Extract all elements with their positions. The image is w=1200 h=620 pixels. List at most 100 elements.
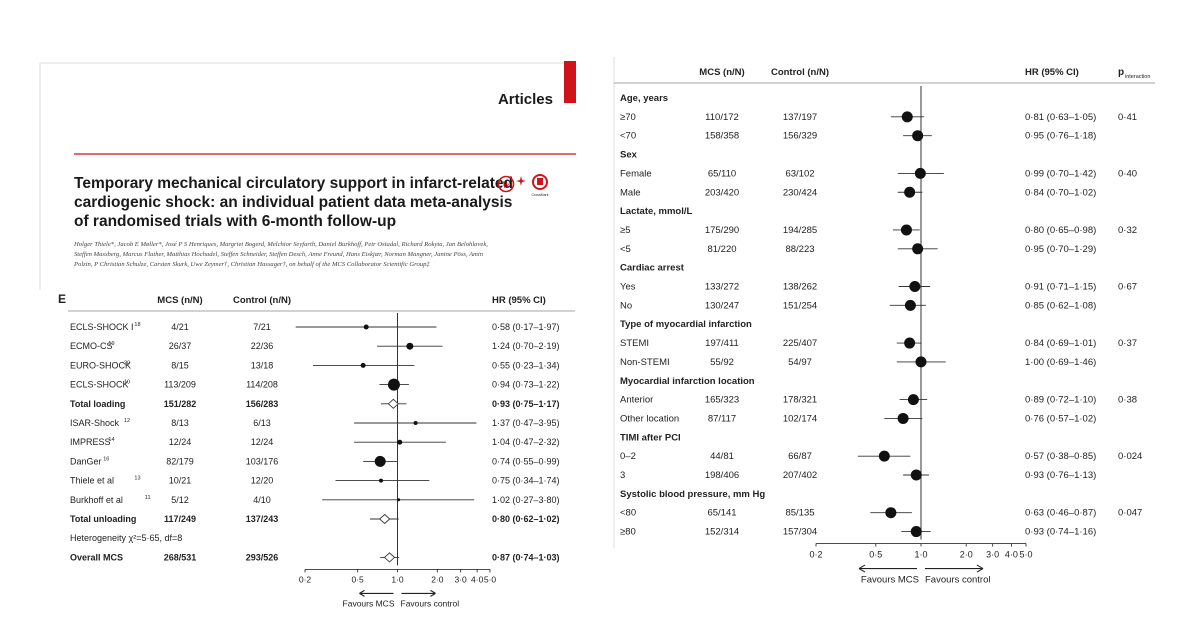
row-control: 178/321	[783, 395, 817, 406]
x-tick-label: 0·5	[869, 550, 882, 560]
row-mcs: 4/21	[171, 322, 189, 332]
row-hr: 0·74 (0·55–0·99)	[492, 456, 560, 466]
row-hr: 1·00 (0·69–1·46)	[1025, 357, 1096, 368]
x-tick-label: 2·0	[431, 574, 444, 584]
row-p-interaction: 0·32	[1118, 225, 1137, 236]
point-estimate	[397, 498, 401, 502]
row-mcs: 5/12	[171, 495, 189, 505]
accent-bar	[564, 61, 576, 103]
col-header-p-sub: interaction	[1125, 74, 1150, 80]
subgroup-header: Cardiac arrest	[620, 263, 685, 274]
row-label: Total unloading	[70, 514, 136, 524]
row-label: <5	[620, 244, 631, 255]
x-tick-label: 5·0	[1019, 550, 1032, 560]
favours-right: Favours control	[925, 575, 990, 586]
row-control: 4/10	[253, 495, 271, 505]
point-estimate	[910, 469, 922, 481]
row-label: Heterogeneity χ²=5·65, df=8	[70, 533, 182, 543]
svg-text:W: W	[502, 180, 511, 190]
x-tick-label: 5·0	[484, 574, 497, 584]
row-ref-sup: 19	[108, 341, 114, 347]
point-estimate	[387, 378, 400, 391]
row-mcs: 10/21	[169, 476, 192, 486]
row-hr: 0·93 (0·75–1·17)	[492, 399, 560, 409]
row-label: Thiele et al	[70, 476, 114, 486]
row-label: ≥5	[620, 225, 631, 236]
x-tick-label: 4·0	[471, 574, 484, 584]
subgroup-header: Lactate, mmol/L	[620, 206, 693, 217]
col-header-control: Control (n/N)	[233, 295, 291, 306]
x-tick-label: 0·5	[352, 574, 365, 584]
point-estimate	[360, 362, 366, 368]
row-mcs: 81/220	[707, 244, 736, 255]
forest-plot-e: E MCS (n/N) Control (n/N) HR (95% CI) ECLS-S…	[58, 292, 575, 608]
arrow-right	[401, 589, 436, 597]
sparkle-icon	[516, 176, 526, 186]
row-p-interaction: 0·41	[1118, 112, 1137, 123]
row-mcs: 133/272	[705, 282, 739, 293]
x-tick-label: 0·2	[299, 574, 312, 584]
point-estimate	[904, 299, 916, 311]
arrow-left	[858, 564, 917, 573]
pooled-diamond	[379, 513, 391, 525]
row-ref-sup: 20	[124, 360, 130, 366]
row-label: 3	[620, 470, 625, 481]
row-mcs: 65/141	[707, 508, 736, 519]
row-control: 88/223	[785, 244, 814, 255]
row-mcs: 198/406	[705, 470, 739, 481]
row-mcs: 130/247	[705, 300, 739, 311]
row-label: Other location	[620, 413, 679, 424]
row-label: ECLS-SHOCK I	[70, 322, 134, 332]
row-mcs: 152/314	[705, 527, 739, 538]
row-control: 138/262	[783, 282, 817, 293]
row-mcs: 65/110	[708, 168, 736, 179]
row-p-interaction: 0·37	[1118, 338, 1137, 349]
row-label: Non-STEMI	[620, 357, 670, 368]
point-estimate	[374, 455, 386, 467]
row-mcs: 175/290	[705, 225, 739, 236]
subgroup-header: Sex	[620, 150, 638, 161]
title-line-2: cardiogenic shock: an individual patient…	[74, 194, 512, 211]
row-hr: 0·95 (0·76–1·18)	[1025, 131, 1096, 142]
row-mcs: 12/24	[169, 437, 192, 447]
row-hr: 0·85 (0·62–1·08)	[1025, 300, 1096, 311]
col-header-mcs: MCS (n/N)	[157, 295, 202, 306]
row-mcs: 8/15	[171, 360, 189, 370]
row-hr: 1·37 (0·47–3·95)	[492, 418, 560, 428]
row-hr: 0·58 (0·17–1·97)	[492, 322, 560, 332]
row-mcs: 268/531	[164, 552, 197, 562]
row-label: ECLS-SHOCK	[70, 380, 129, 390]
row-hr: 0·81 (0·63–1·05)	[1025, 112, 1096, 123]
row-control: 114/208	[246, 380, 278, 390]
row-hr: 0·80 (0·65–0·98)	[1025, 225, 1096, 236]
row-control: 102/174	[783, 413, 817, 424]
row-ref-sup: 13	[134, 476, 140, 482]
point-estimate	[406, 342, 414, 350]
point-estimate	[907, 394, 919, 406]
col-header-hr: HR (95% CI)	[492, 295, 546, 306]
row-p-interaction: 0·40	[1118, 168, 1137, 179]
pooled-diamond	[383, 552, 396, 563]
row-mcs: 165/323	[705, 395, 739, 406]
row-label: Female	[620, 168, 652, 179]
point-estimate	[914, 167, 926, 179]
row-control: 194/285	[783, 225, 817, 236]
subgroup-header: TIMI after PCI	[620, 432, 681, 443]
row-control: 22/36	[251, 341, 274, 351]
row-control: 63/102	[785, 168, 814, 179]
arrow-right	[925, 564, 984, 573]
row-label: <70	[620, 131, 636, 142]
row-ref-sup: 12	[124, 418, 130, 424]
subgroup-header: Age, years	[620, 93, 668, 104]
row-p-interaction: 0·38	[1118, 395, 1137, 406]
row-hr: 0·93 (0·74–1·16)	[1025, 527, 1096, 538]
row-control: 137/243	[246, 514, 279, 524]
row-hr: 0·87 (0·74–1·03)	[492, 552, 560, 562]
row-hr: 0·84 (0·69–1·01)	[1025, 338, 1096, 349]
author-list: Holger Thiele*, Jacob E Møller*, José P …	[74, 241, 488, 268]
row-control: 12/20	[251, 476, 274, 486]
x-tick-label: 0·2	[809, 550, 822, 560]
point-estimate	[909, 281, 921, 292]
favours-left: Favours MCS	[343, 598, 395, 608]
x-tick-label: 2·0	[960, 550, 973, 560]
